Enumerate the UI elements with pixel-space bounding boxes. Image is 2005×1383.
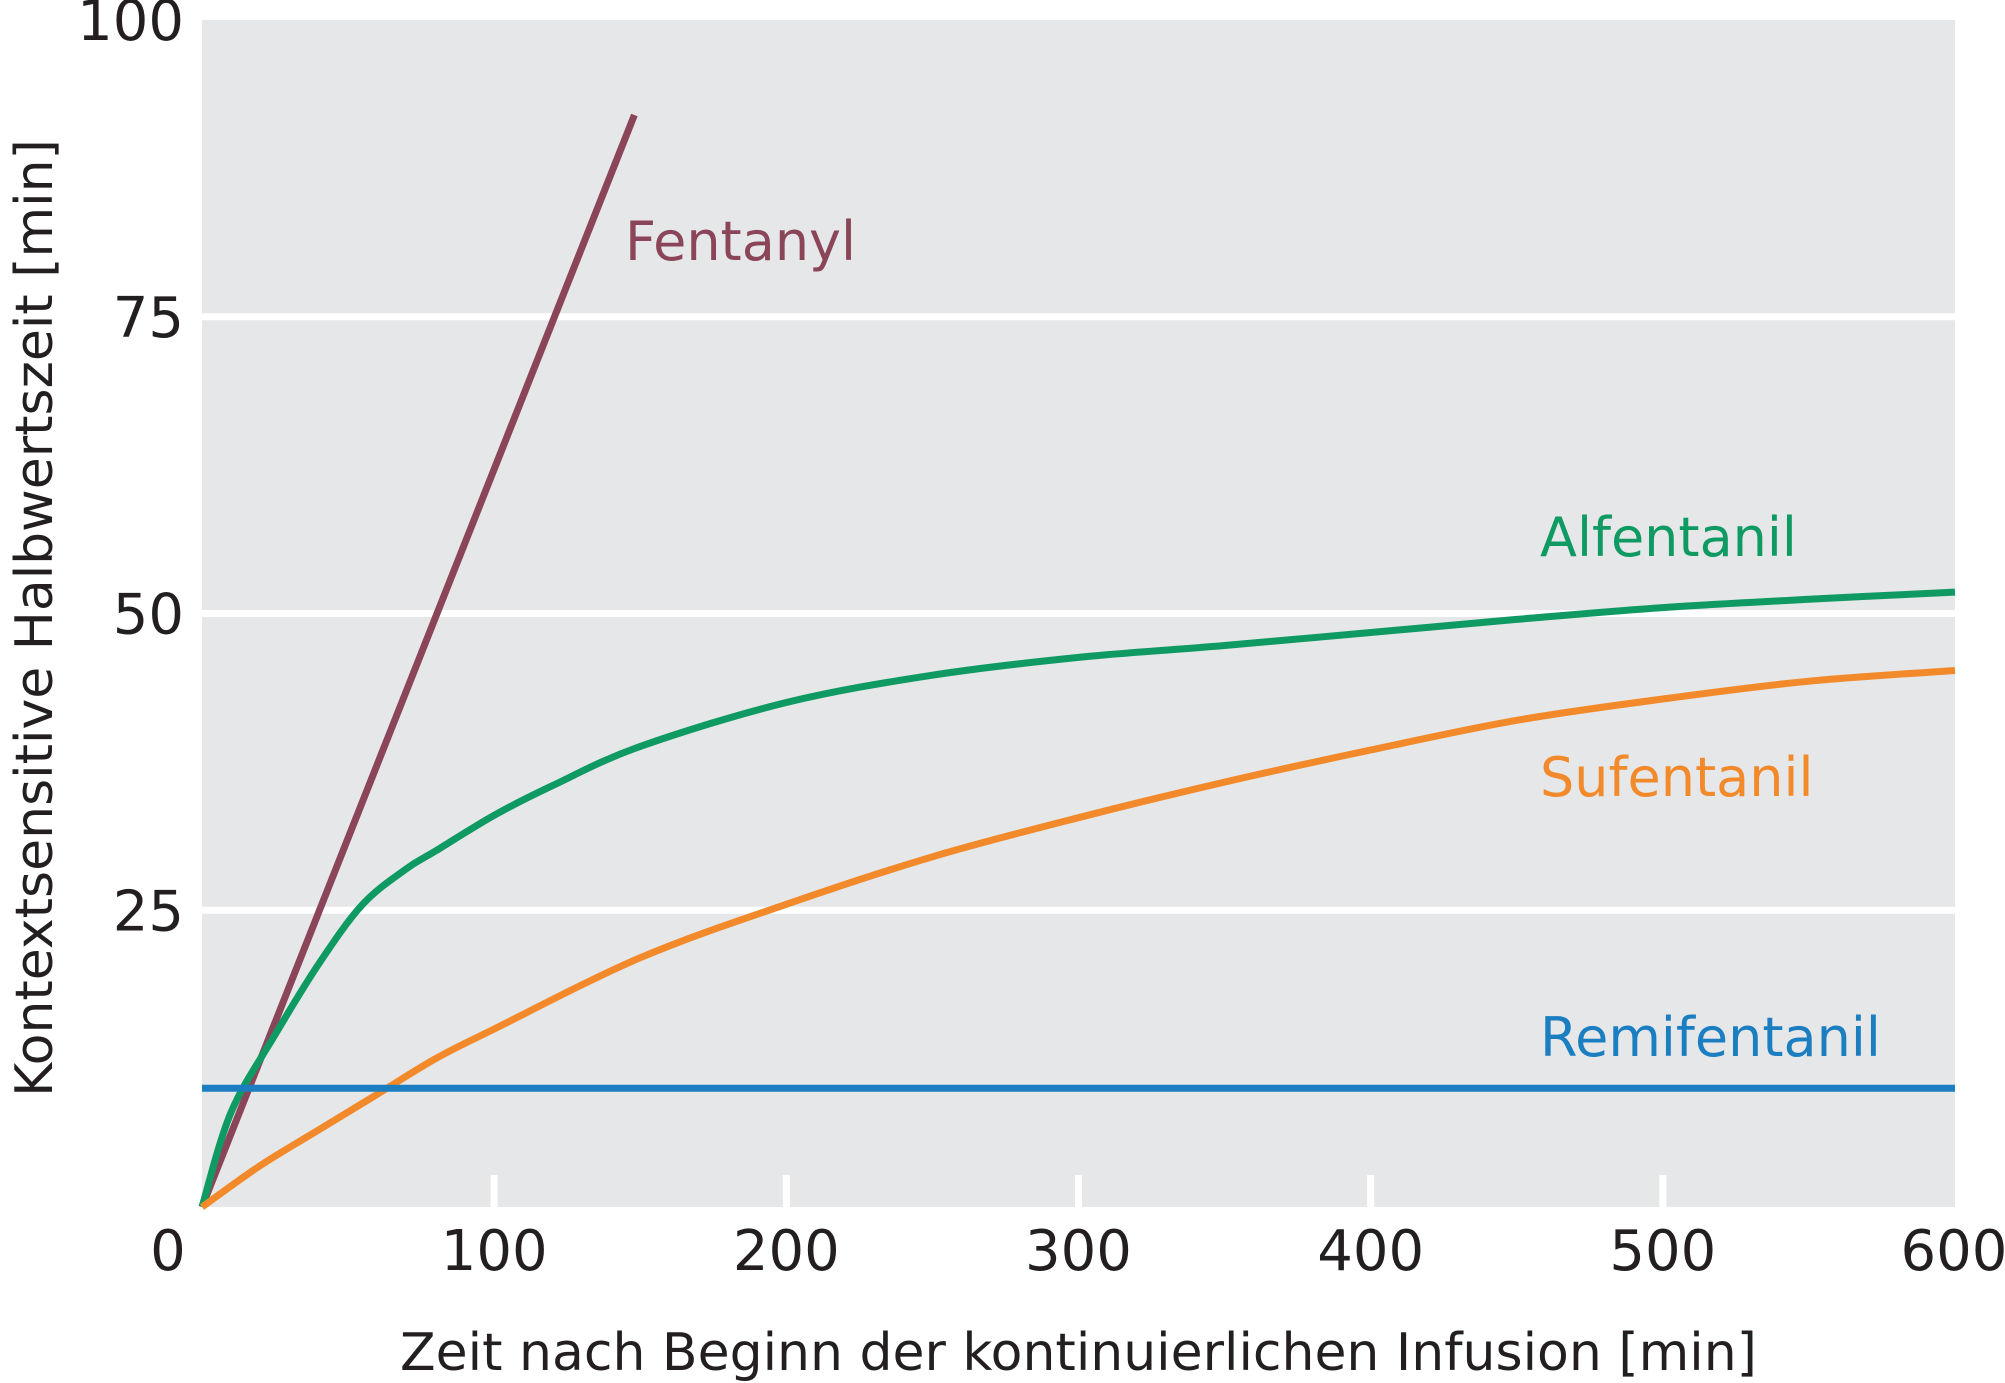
x-tick-marks [490, 1175, 1667, 1207]
y-tick-label: 75 [113, 286, 184, 351]
y-tick-label: 100 [77, 0, 184, 54]
y-tick-labels: 25 50 75 100 [77, 0, 184, 944]
y-tick-label: 50 [113, 583, 184, 648]
grid-lines [202, 313, 1955, 914]
x-tick-label: 100 [441, 1219, 548, 1284]
series-labels: Fentanyl Alfentanil Sufentanil Remifentanil [625, 210, 1881, 1069]
sufentanil-line [199, 667, 1956, 1210]
y-tick-label: 25 [113, 879, 184, 944]
series-lines [198, 113, 1956, 1210]
alfentanil-line [198, 588, 1956, 1209]
fentanyl-label: Fentanyl [625, 210, 856, 273]
x-tick-label: 0 [150, 1219, 186, 1284]
x-tick-label: 600 [1901, 1219, 2005, 1284]
x-tick-label: 300 [1025, 1219, 1132, 1284]
x-tick-label: 500 [1609, 1219, 1716, 1284]
fentanyl-line [198, 113, 638, 1209]
x-tick-label: 400 [1317, 1219, 1424, 1284]
alfentanil-label: Alfentanil [1540, 506, 1797, 569]
sufentanil-label: Sufentanil [1540, 746, 1813, 809]
x-axis-title: Zeit nach Beginn der kontinuierlichen In… [400, 1323, 1757, 1383]
y-axis-title: Kontextsensitive Halbwertszeit [min] [5, 139, 65, 1097]
x-tick-label: 200 [733, 1219, 840, 1284]
remifentanil-label: Remifentanil [1540, 1006, 1881, 1069]
x-tick-labels: 0 100 200 300 400 500 600 [150, 1219, 2005, 1284]
